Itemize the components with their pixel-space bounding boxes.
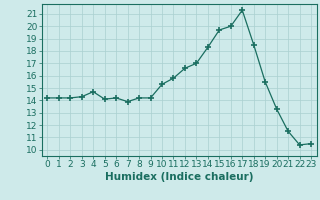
X-axis label: Humidex (Indice chaleur): Humidex (Indice chaleur) [105, 172, 253, 182]
